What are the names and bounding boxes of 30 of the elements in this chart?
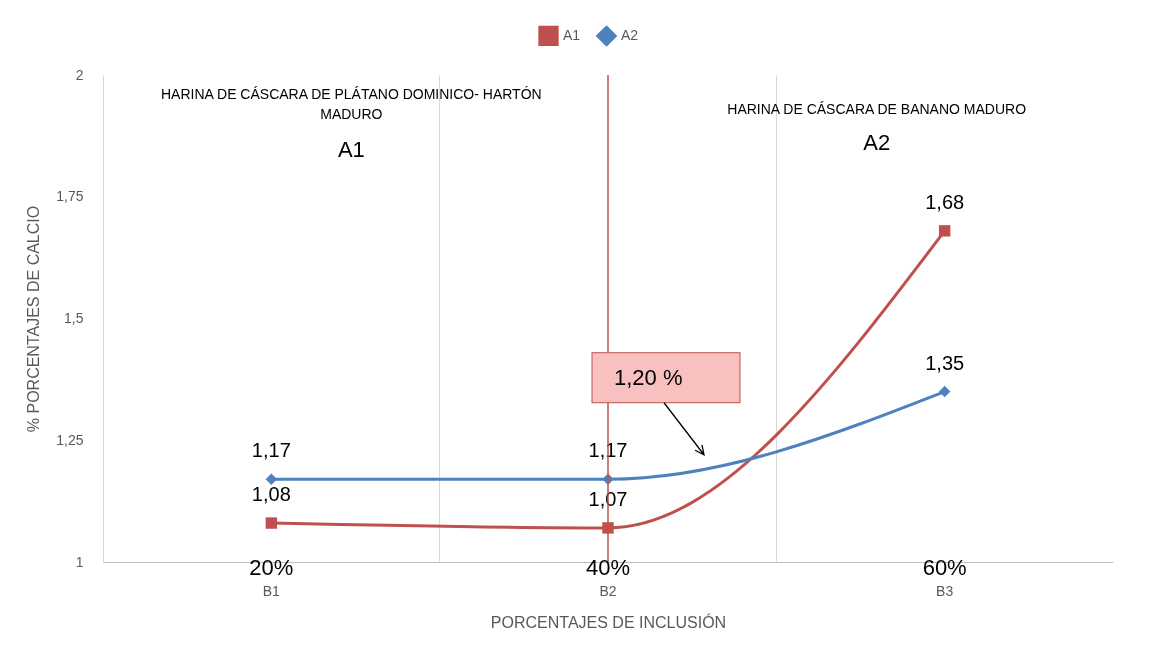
point [602, 522, 614, 534]
annotation: 20% [249, 555, 294, 580]
annotation: 1,20 % [614, 364, 683, 390]
y-tick-label: 2 [75, 66, 84, 83]
data-label: 1,08 [251, 483, 291, 506]
annotation: 40% [585, 555, 631, 580]
data-label: 1,68 [925, 190, 965, 213]
point [265, 517, 278, 529]
x-tick-label: B1 [262, 582, 281, 599]
data-label: 1,35 [925, 351, 965, 374]
point [938, 385, 951, 398]
annotation: HARINA DE CÁSCARA DE PLÁTANO DOMINICO- HARTÓN MADURO [161, 86, 542, 122]
x-axis-title: PORCENTAJES DE INCLUSIÓN [490, 612, 727, 631]
annotation: HARINA DE CÁSCARA DE BANANO MADURO [727, 101, 1027, 117]
y-axis-title: % PORCENTAJES DE CALCIO [25, 205, 43, 433]
data-label: 1,17 [251, 439, 291, 462]
y-tick-label: 1,25 [56, 431, 84, 448]
legend-label: A2 [621, 26, 639, 43]
x-tick-label: B2 [599, 582, 617, 599]
legend-label: A1 [563, 26, 581, 43]
annotation: A2 [863, 130, 891, 155]
y-tick-label: 1,5 [64, 310, 84, 326]
annotation: A1 [337, 137, 365, 162]
data-label: 1,07 [588, 487, 628, 510]
point [938, 225, 951, 237]
annotation: 60% [922, 555, 967, 580]
y-tick-label: 1 [75, 553, 84, 570]
y-tick-label: 1,75 [56, 188, 84, 205]
x-tick-label: B3 [936, 582, 954, 599]
data-label: 1,17 [588, 439, 628, 462]
